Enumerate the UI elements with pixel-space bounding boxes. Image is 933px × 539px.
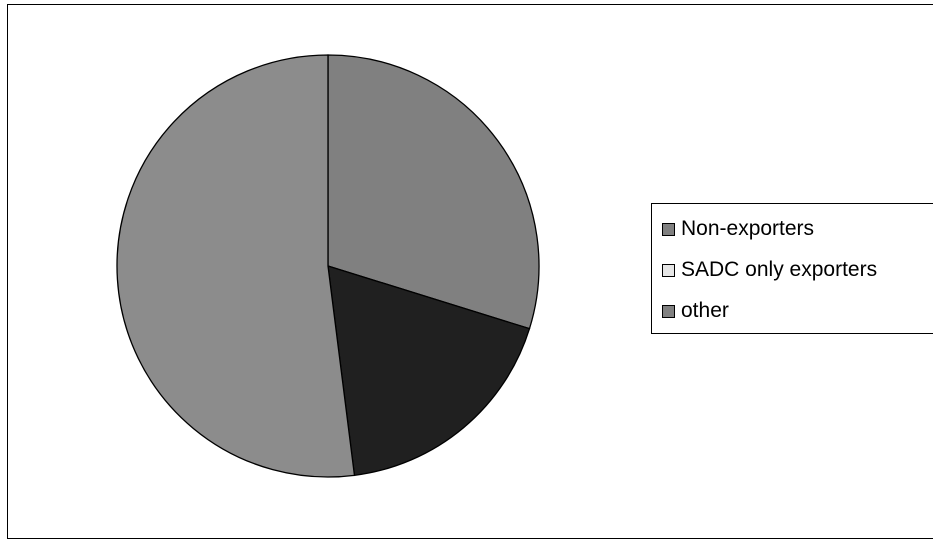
chart-legend: Non-exporters SADC only exporters other [651,203,933,334]
legend-swatch-other [662,304,675,318]
legend-label-non-exporters: Non-exporters [681,217,815,240]
legend-swatch-non-exporters [662,222,675,236]
legend-item-sadc-only-exporters: SADC only exporters [662,257,877,283]
pie-slice-sadc-only-exporters [327,265,531,477]
pie-slice-other [116,54,356,478]
legend-item-non-exporters: Non-exporters [662,216,814,242]
pie-slice-non-exporters [327,54,540,330]
legend-label-other: other [681,299,729,322]
legend-item-other: other [662,298,729,324]
legend-label-sadc-only-exporters: SADC only exporters [681,258,878,281]
pie-chart [116,54,540,478]
legend-swatch-sadc-only-exporters [662,263,675,277]
